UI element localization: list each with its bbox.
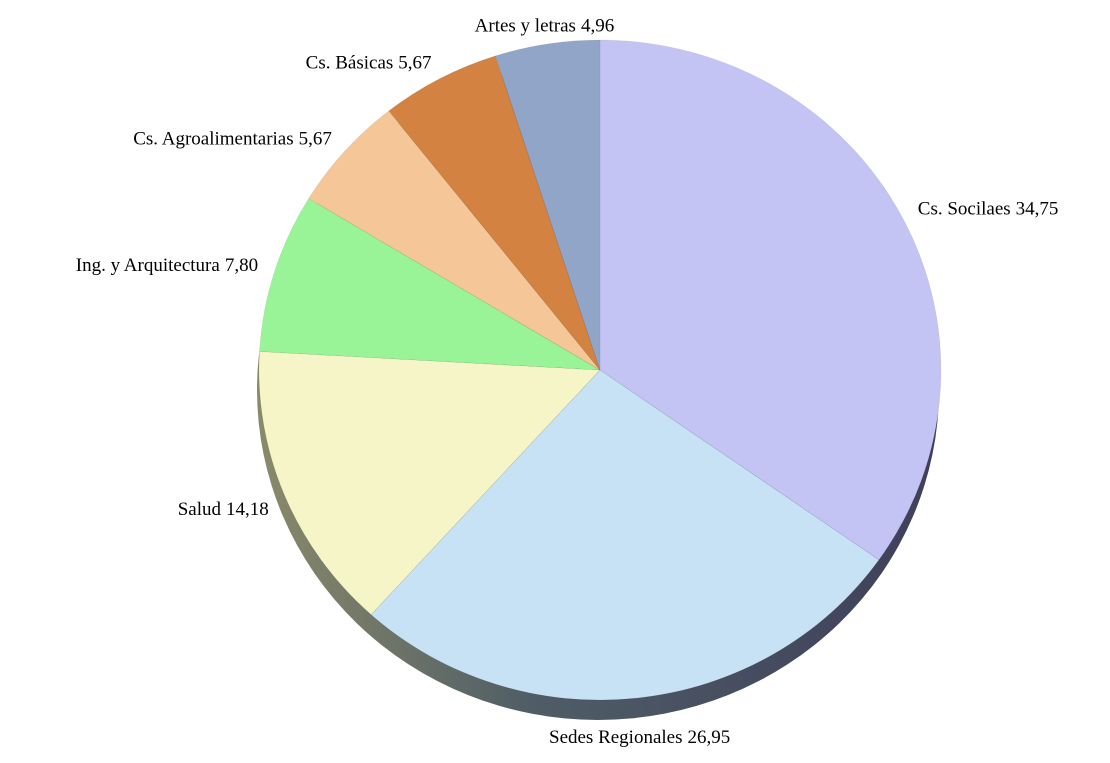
- slice-value: 5,67: [398, 53, 431, 74]
- pie-slice: [495, 39, 601, 371]
- slice-label: Cs. Agroalimentarias 5,67: [133, 129, 332, 150]
- slice-name: Salud: [178, 499, 222, 520]
- slice-name: Cs. Básicas: [306, 53, 394, 74]
- slice-name: Cs. Socilaes: [918, 199, 1011, 220]
- slices: [258, 39, 942, 701]
- slice-label: Artes y letras 4,96: [475, 16, 615, 37]
- pie-slice: [388, 55, 601, 371]
- slice-name: Cs. Agroalimentarias: [133, 129, 293, 150]
- slice-label: Ing. y Arquitectura 7,80: [76, 256, 258, 277]
- slice-label: Cs. Socilaes 34,75: [918, 199, 1059, 220]
- slice-name: Artes y letras: [475, 16, 576, 37]
- slice-value: 5,67: [299, 129, 332, 150]
- slice-value: 4,96: [581, 16, 614, 37]
- pie-slice: [370, 369, 880, 701]
- pie-slice: [308, 110, 601, 371]
- pie-slice: [258, 351, 601, 616]
- pie-slice: [599, 39, 942, 561]
- slice-name: Sedes Regionales: [549, 728, 683, 749]
- pie-slice: [259, 198, 601, 371]
- slice-value: 34,75: [1016, 199, 1059, 220]
- labels: Cs. Socilaes 34,75 Sedes Regionales 26,95 Sa…: [76, 16, 1059, 749]
- slice-name: Ing. y Arquitectura: [76, 256, 221, 277]
- slice-value: 14,18: [226, 499, 269, 520]
- slice-label: Sedes Regionales 26,95: [549, 728, 730, 749]
- slice-label: Cs. Básicas 5,67: [306, 53, 432, 74]
- slice-value: 7,80: [225, 256, 258, 277]
- slice-label: Salud 14,18: [178, 499, 269, 520]
- slice-value: 26,95: [688, 728, 731, 749]
